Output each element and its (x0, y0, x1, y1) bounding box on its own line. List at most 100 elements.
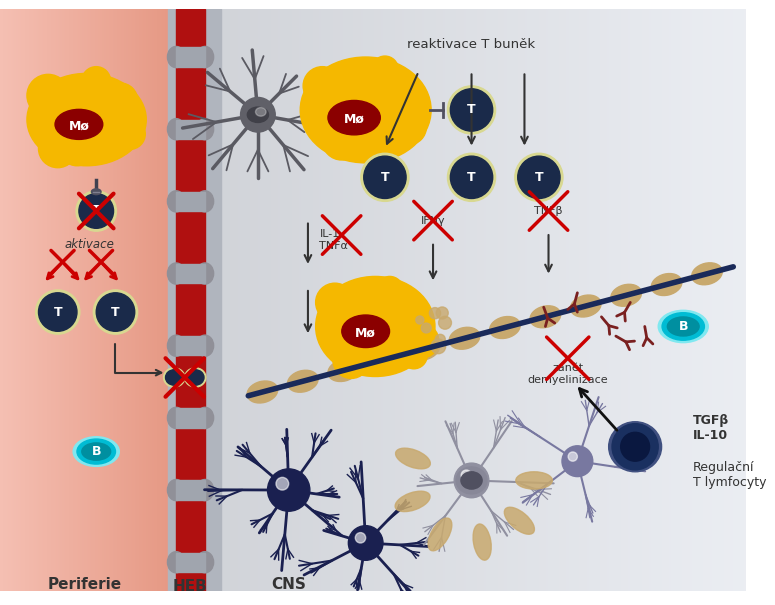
Bar (271, 9, 272, 591)
Ellipse shape (247, 107, 268, 122)
Bar (489, 9, 490, 591)
Ellipse shape (166, 370, 183, 385)
Bar (410, 9, 411, 591)
Bar (354, 9, 355, 591)
Circle shape (450, 156, 493, 198)
Bar (434, 9, 435, 591)
Bar (665, 9, 666, 591)
Bar (628, 9, 629, 591)
Bar (236, 9, 238, 591)
Bar (126, 9, 127, 591)
Bar (98, 9, 99, 591)
Bar (639, 9, 640, 591)
Bar (3, 9, 4, 591)
Bar (577, 9, 578, 591)
Bar (81, 9, 82, 591)
Bar (438, 9, 439, 591)
Bar (376, 9, 377, 591)
Ellipse shape (408, 338, 439, 360)
Circle shape (621, 433, 649, 461)
Bar (677, 9, 678, 591)
Bar (9, 9, 11, 591)
Bar (176, 480, 205, 500)
Ellipse shape (73, 437, 119, 466)
Bar (449, 9, 450, 591)
Circle shape (79, 194, 114, 228)
Bar (361, 9, 362, 591)
Bar (384, 9, 385, 591)
Ellipse shape (167, 191, 184, 212)
Bar (263, 9, 264, 591)
Bar (419, 9, 421, 591)
Bar (15, 9, 16, 591)
Bar (602, 9, 604, 591)
Bar (723, 9, 724, 591)
Bar (620, 9, 621, 591)
Text: HEB: HEB (172, 578, 207, 594)
Bar (40, 9, 41, 591)
Circle shape (39, 293, 77, 332)
Bar (134, 9, 135, 591)
Bar (436, 9, 437, 591)
Bar (471, 9, 473, 591)
Circle shape (93, 290, 138, 334)
Bar (529, 9, 530, 591)
Bar (229, 9, 230, 591)
Bar (74, 9, 75, 591)
Bar (242, 9, 243, 591)
Bar (244, 9, 246, 591)
Bar (257, 9, 258, 591)
Bar (551, 9, 553, 591)
Bar (644, 9, 645, 591)
Bar (656, 9, 657, 591)
Circle shape (103, 83, 138, 117)
Ellipse shape (196, 407, 214, 428)
Ellipse shape (288, 370, 318, 392)
Bar (140, 9, 142, 591)
Bar (49, 9, 50, 591)
Bar (522, 9, 523, 591)
Bar (535, 9, 536, 591)
Bar (426, 9, 427, 591)
Bar (565, 9, 566, 591)
Bar (615, 9, 616, 591)
Bar (492, 9, 493, 591)
Bar (614, 9, 615, 591)
Bar (411, 9, 412, 591)
Bar (114, 9, 115, 591)
Bar (533, 9, 534, 591)
Bar (491, 9, 492, 591)
Ellipse shape (658, 310, 708, 342)
Bar (294, 9, 295, 591)
Text: T: T (467, 103, 476, 116)
Bar (460, 9, 461, 591)
Bar (167, 9, 168, 591)
Text: Mø: Mø (68, 120, 89, 133)
Bar (142, 9, 143, 591)
Bar (730, 9, 732, 591)
Bar (104, 9, 105, 591)
Bar (704, 9, 705, 591)
Bar (303, 9, 304, 591)
Bar (590, 9, 591, 591)
Bar (348, 9, 350, 591)
Bar (272, 9, 274, 591)
Ellipse shape (167, 407, 184, 428)
Bar (394, 9, 395, 591)
Bar (329, 9, 330, 591)
Bar (32, 9, 33, 591)
Bar (258, 9, 259, 591)
Bar (375, 9, 376, 591)
Bar (250, 9, 251, 591)
Bar (724, 9, 725, 591)
Bar (67, 9, 68, 591)
Circle shape (276, 477, 289, 490)
Bar (282, 9, 283, 591)
Bar (240, 9, 242, 591)
Bar (17, 9, 19, 591)
Bar (255, 9, 256, 591)
Bar (716, 9, 717, 591)
Bar (287, 9, 288, 591)
Bar (653, 9, 654, 591)
Circle shape (36, 290, 80, 334)
